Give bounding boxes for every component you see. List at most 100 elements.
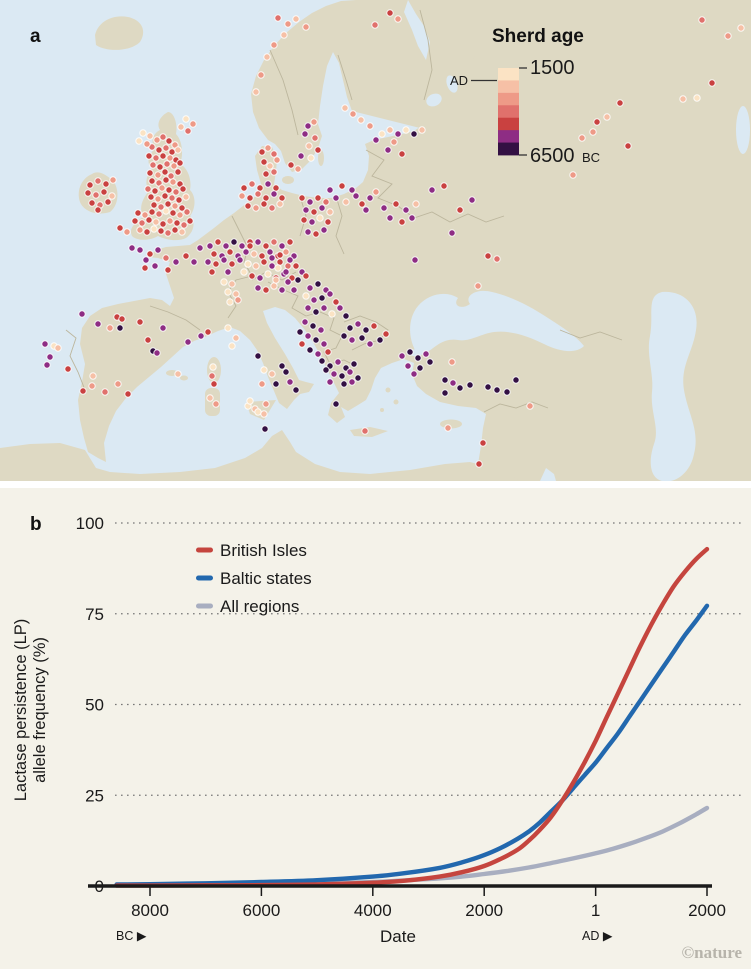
sherd-dot [306,346,314,354]
gridlines [115,522,744,796]
sherd-dot [317,326,325,334]
sherd-dot [260,366,268,374]
sherd-dot [123,228,131,236]
y-axis-title-line1: Lactase persistence (LP) [12,619,30,802]
sherd-dot [220,256,228,264]
sherd-dot [151,187,159,195]
sherd-dot [208,372,216,380]
sherd-dot [54,344,62,352]
sherd-dot [394,130,402,138]
sherd-dot [569,171,577,179]
sherd-dot [306,198,314,206]
sherd-dot [616,99,624,107]
sherd-dot [238,242,246,250]
legend-bottom-label: 6500 [530,145,575,167]
sherd-dot [116,324,124,332]
sherd-dot [146,132,154,140]
sherd-dot [402,126,410,134]
sherd-dot [145,216,153,224]
sherd-dot [139,129,147,137]
sherd-dot [286,256,294,264]
sherd-dot [426,358,434,366]
data-curves [114,546,710,888]
sherd-dot [406,348,414,356]
sherd-dot [440,182,448,190]
bc-label: BC ▶ [116,929,147,943]
y-axis-title: Lactase persistence (LP) allele frequenc… [12,619,49,802]
sherd-dot [503,388,511,396]
sherd-dot [302,206,310,214]
sherd-dot [152,218,160,226]
sherd-dot [448,358,456,366]
sherd-dot [310,296,318,304]
sherd-dot [300,216,308,224]
sherd-dot [174,146,182,154]
red-sea-tip [540,468,556,481]
sherd-dot [178,228,186,236]
sherd-dot [428,186,436,194]
sherd-dot [43,361,51,369]
ad-label: AD ▶ [582,929,613,943]
sherd-dot [134,209,142,217]
sherd-dot [370,322,378,330]
sherd-dot [88,382,96,390]
sherd-dot [294,276,302,284]
sherd-dot [244,260,252,268]
sherd-dot [184,338,192,346]
sherd-dot [101,388,109,396]
sherd-dot [302,272,310,280]
sherd-dot [484,252,492,260]
x-tick-label: 8000 [131,901,169,920]
sherd-dot [246,194,254,202]
sherd-dot [182,193,190,201]
sherd-dot [326,186,334,194]
sherd-dot [172,258,180,266]
sherd-dot [152,154,160,162]
sherd-dot [169,209,177,217]
sherd-dot [270,168,278,176]
sherd-dot [304,304,312,312]
sherd-dot [394,15,402,23]
sherd-dot [708,79,716,87]
sherd-dot [179,185,187,193]
sherd-dot [341,104,349,112]
sherd-dot [320,340,328,348]
sherd-dot [145,152,153,160]
sherd-dot [102,180,110,188]
sherd-dot [316,214,324,222]
sherd-dot [177,123,185,131]
sherd-dot [314,146,322,154]
sherd-dot [175,196,183,204]
sherd-dot [456,384,464,392]
y-axis-title-line2: allele frequency (%) [31,637,49,783]
sherd-dot [278,194,286,202]
europe-map: Sherd age 1500 AD 6500 BC a [0,0,751,481]
legend-color-segment [498,142,519,156]
sherd-dot [204,258,212,266]
sherd-dot [297,152,305,160]
sherd-dot [228,342,236,350]
sherd-dot [326,208,334,216]
sherd-dot [206,242,214,250]
sherd-dot [603,113,611,121]
sherd-dot [144,185,152,193]
sherd-dot [143,140,151,148]
sherd-dot [260,258,268,266]
sherd-dot [174,370,182,378]
sherd-dot [361,427,369,435]
sherd-dot [224,288,232,296]
aegean-island-3 [380,408,384,412]
sherd-dot [183,208,191,216]
sherd-dot [262,400,270,408]
sherd-dot [282,248,290,256]
sherd-dot [256,184,264,192]
sherd-dot [104,198,112,206]
sherd-dot [190,258,198,266]
iceland [95,16,144,50]
sherd-dot [290,286,298,294]
sherd-dot [89,372,97,380]
sherd-dot [376,336,384,344]
sherd-dot [258,148,266,156]
sherd-dot [320,226,328,234]
sherd-dot [309,322,317,330]
